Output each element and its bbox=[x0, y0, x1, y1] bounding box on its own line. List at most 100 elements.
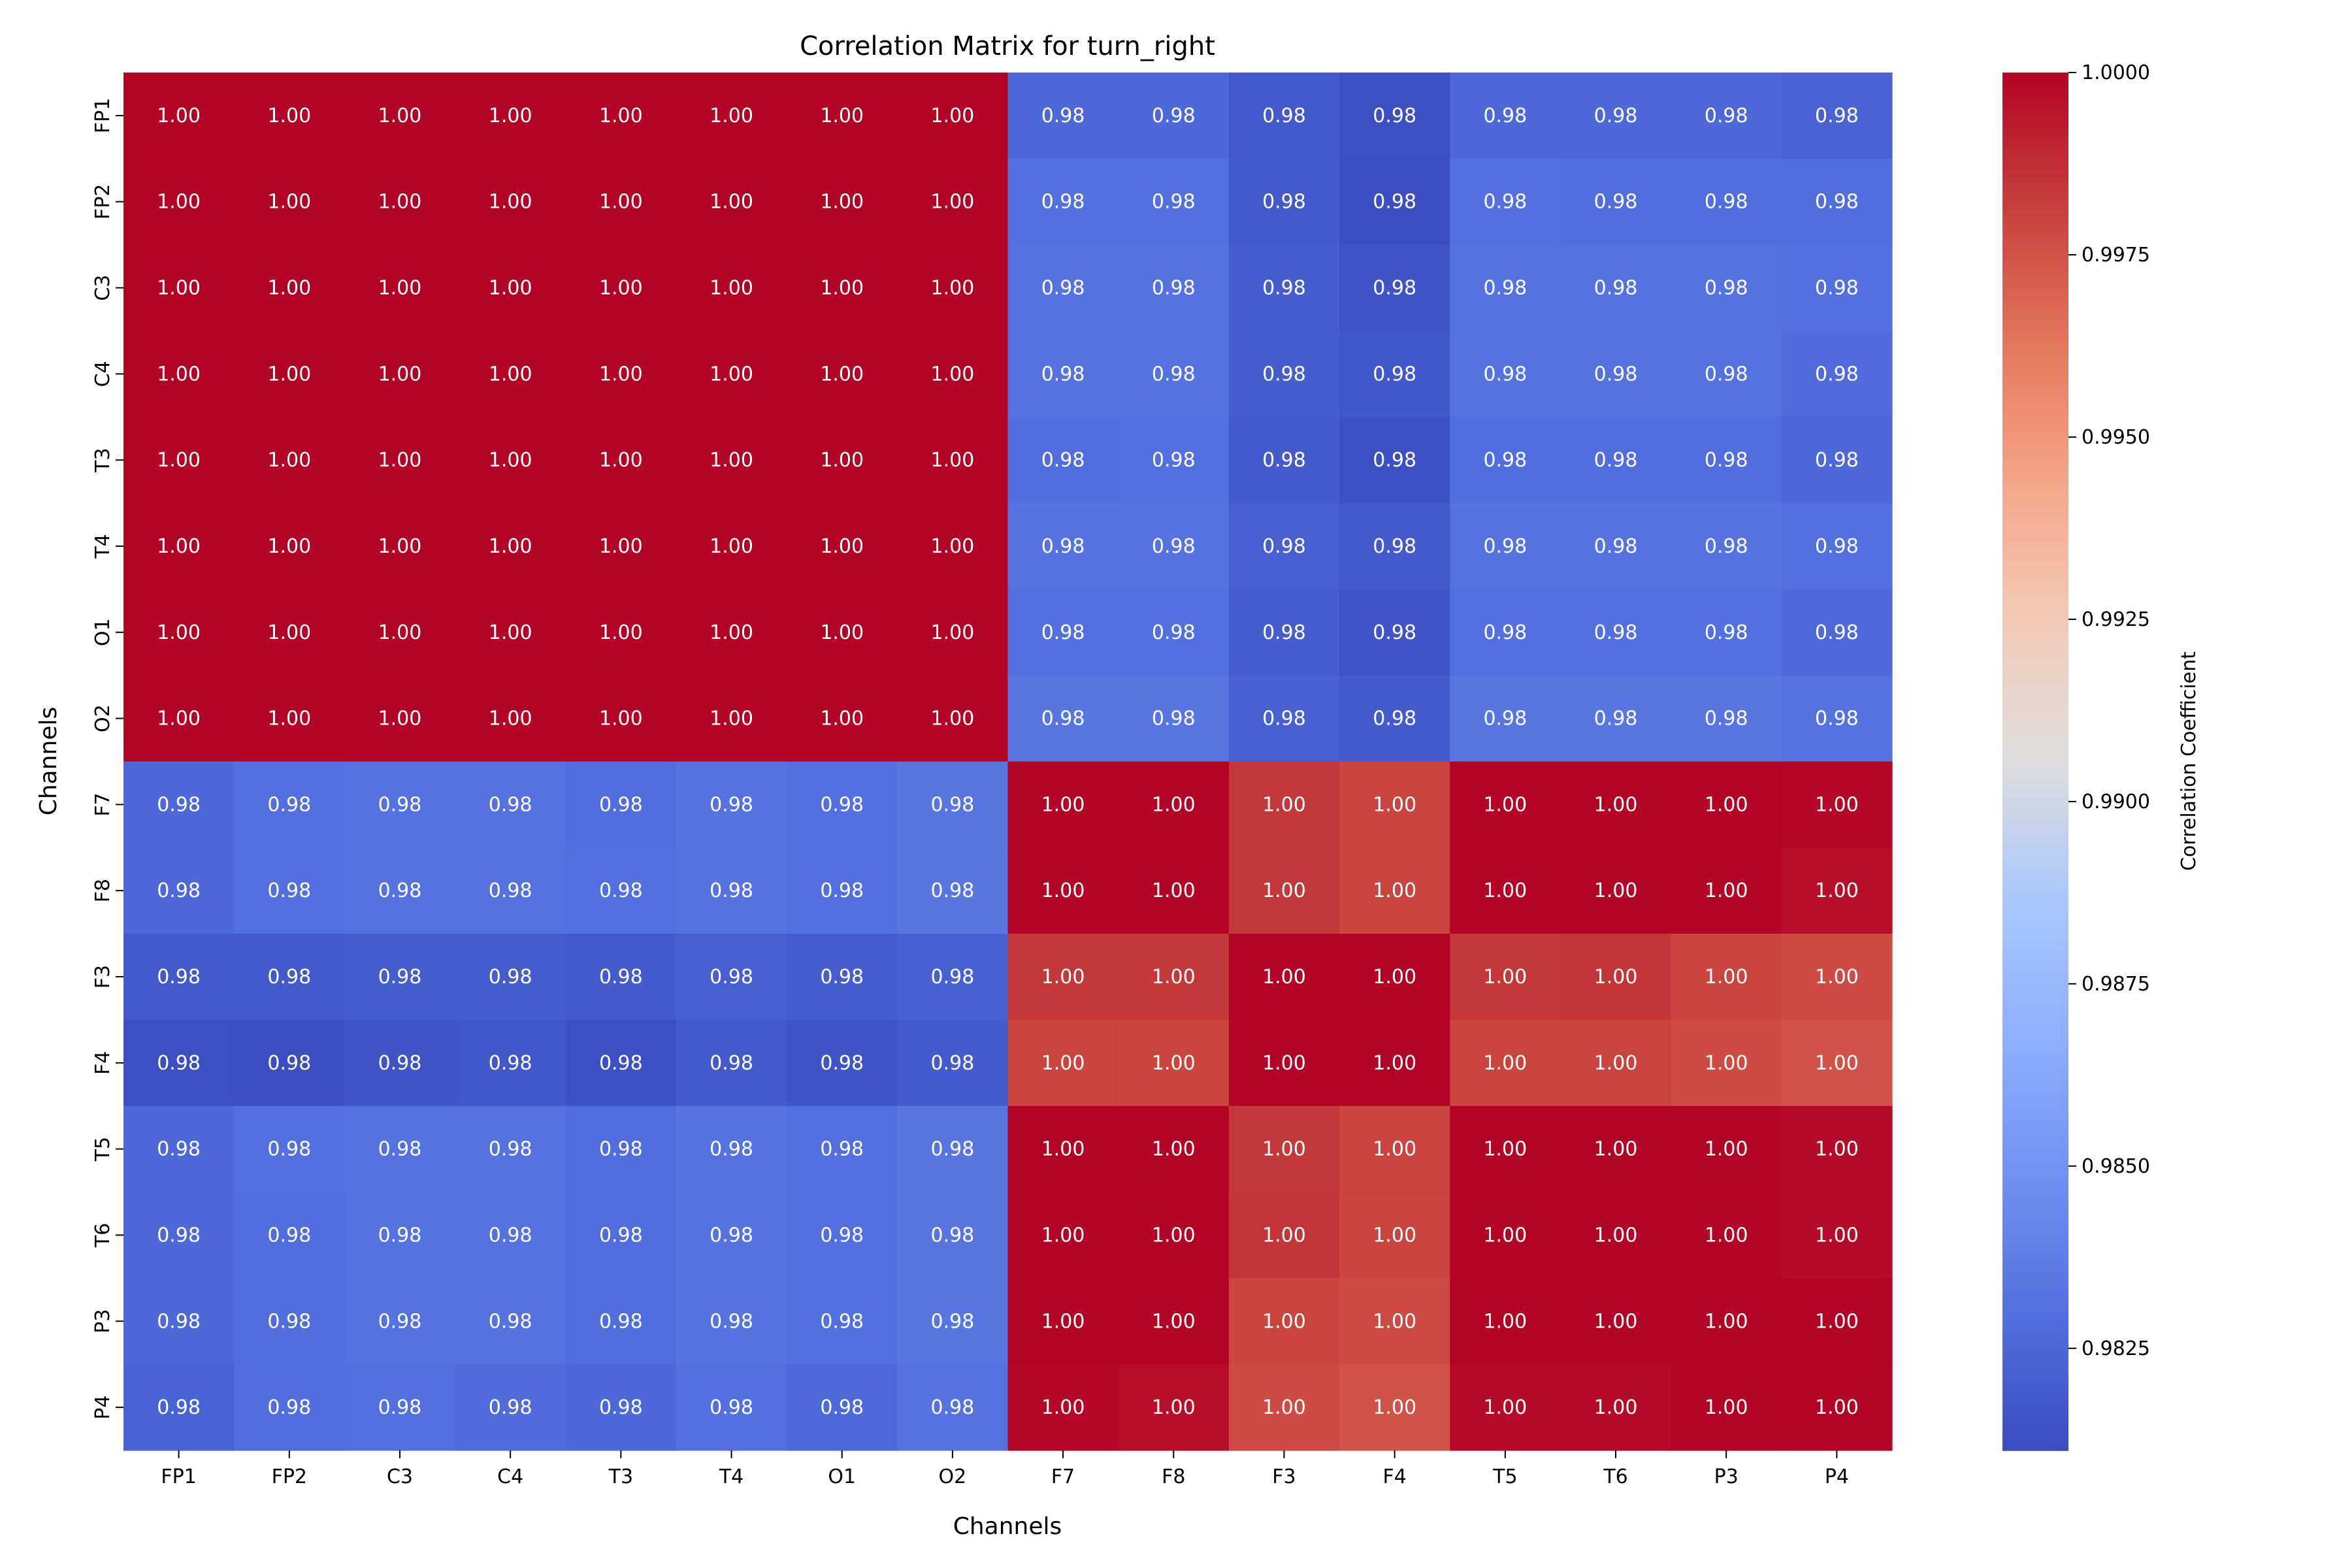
x-tick-label: P3 bbox=[1714, 1465, 1739, 1488]
cell-annotation: 1.00 bbox=[1152, 793, 1196, 816]
colorbar-segment bbox=[2002, 120, 2068, 129]
heatmap-cell bbox=[897, 1105, 1009, 1193]
heatmap-cell bbox=[123, 417, 235, 504]
heatmap-cell bbox=[455, 1019, 566, 1107]
colorbar-segment bbox=[2002, 623, 2068, 631]
colorbar-segment bbox=[2002, 106, 2068, 115]
heatmap-cell bbox=[787, 1278, 898, 1365]
cell-annotation: 0.98 bbox=[489, 793, 532, 816]
cell-annotation: 1.00 bbox=[267, 363, 311, 385]
heatmap-cell bbox=[897, 244, 1009, 332]
cell-annotation: 0.98 bbox=[1705, 277, 1748, 300]
cell-annotation: 0.98 bbox=[820, 879, 864, 902]
x-axis-label: Channels bbox=[953, 1513, 1062, 1540]
colorbar-segment bbox=[2002, 541, 2068, 549]
colorbar-segment bbox=[2002, 279, 2068, 287]
colorbar-segment bbox=[2002, 437, 2068, 446]
cell-annotation: 0.98 bbox=[931, 1138, 975, 1161]
heatmap-cell bbox=[897, 1278, 1009, 1365]
colorbar-tick-label: 1.0000 bbox=[2082, 61, 2150, 84]
cell-annotation: 0.98 bbox=[1483, 621, 1527, 644]
heatmap-cell bbox=[123, 158, 235, 246]
cell-annotation: 0.98 bbox=[1262, 105, 1306, 127]
cell-annotation: 1.00 bbox=[1705, 879, 1748, 902]
heatmap-cell bbox=[455, 675, 566, 762]
cell-annotation: 0.98 bbox=[489, 879, 532, 902]
heatmap-cell bbox=[123, 847, 235, 934]
heatmap-cell bbox=[234, 675, 345, 762]
heatmap-cell bbox=[1228, 244, 1340, 332]
heatmap-cell bbox=[1560, 417, 1672, 504]
cell-annotation: 0.98 bbox=[1373, 105, 1416, 127]
colorbar-segment bbox=[2002, 1360, 2068, 1369]
cell-annotation: 0.98 bbox=[378, 966, 422, 988]
cell-annotation: 1.00 bbox=[1152, 1310, 1196, 1333]
colorbar-segment bbox=[2002, 823, 2068, 831]
heatmap-cell bbox=[676, 761, 787, 848]
colorbar-segment bbox=[2002, 1347, 2068, 1355]
cell-annotation: 0.98 bbox=[1041, 277, 1085, 300]
cell-annotation: 0.98 bbox=[931, 1224, 975, 1247]
colorbar-segment bbox=[2002, 926, 2068, 934]
colorbar-segment bbox=[2002, 479, 2068, 487]
colorbar-segment bbox=[2002, 155, 2068, 163]
colorbar-segment bbox=[2002, 858, 2068, 866]
cell-annotation: 0.98 bbox=[599, 1396, 643, 1419]
heatmap-cell bbox=[1560, 847, 1672, 934]
cell-annotation: 0.98 bbox=[1483, 105, 1527, 127]
heatmap-cell bbox=[344, 1192, 456, 1279]
heatmap-cell bbox=[344, 934, 456, 1021]
x-tick-label: T5 bbox=[1492, 1465, 1517, 1488]
cell-annotation: 1.00 bbox=[1041, 966, 1085, 988]
colorbar-segment bbox=[2002, 610, 2068, 617]
colorbar-segment bbox=[2002, 782, 2068, 790]
cell-annotation: 1.00 bbox=[267, 105, 311, 127]
cell-annotation: 1.00 bbox=[1152, 1052, 1196, 1075]
colorbar-segment bbox=[2002, 1023, 2068, 1031]
cell-annotation: 0.98 bbox=[1705, 449, 1748, 472]
colorbar-segment bbox=[2002, 878, 2068, 887]
colorbar-segment bbox=[2002, 1085, 2068, 1093]
cell-annotation: 1.00 bbox=[1705, 1396, 1748, 1419]
colorbar-segment bbox=[2002, 327, 2068, 335]
cell-annotation: 0.98 bbox=[710, 966, 753, 988]
cell-annotation: 0.98 bbox=[931, 966, 975, 988]
cell-annotation: 0.98 bbox=[820, 1052, 864, 1075]
colorbar-segment bbox=[2002, 396, 2068, 404]
cell-annotation: 0.98 bbox=[1373, 191, 1416, 214]
cell-annotation: 1.00 bbox=[1594, 1138, 1638, 1161]
colorbar-segment bbox=[2002, 830, 2068, 838]
cell-annotation: 1.00 bbox=[1041, 879, 1085, 902]
cell-annotation: 1.00 bbox=[378, 449, 422, 472]
cell-annotation: 0.98 bbox=[157, 1138, 201, 1161]
heatmap-cell bbox=[1339, 244, 1450, 332]
heatmap-cell bbox=[1781, 761, 1893, 848]
colorbar-segment bbox=[2002, 996, 2068, 1004]
heatmap-cell bbox=[1228, 503, 1340, 590]
colorbar-segment bbox=[2002, 547, 2068, 555]
cell-annotation: 0.98 bbox=[599, 879, 643, 902]
y-tick-label: P3 bbox=[91, 1309, 114, 1333]
heatmap-cell bbox=[1339, 158, 1450, 246]
heatmap-cell bbox=[1339, 1192, 1450, 1279]
colorbar-segment bbox=[2002, 802, 2068, 811]
heatmap-cell bbox=[897, 589, 1009, 676]
cell-annotation: 0.98 bbox=[1815, 535, 1859, 558]
heatmap-cell bbox=[455, 244, 566, 332]
colorbar-segment bbox=[2002, 1333, 2068, 1341]
colorbar-segment bbox=[2002, 1002, 2068, 1010]
heatmap-cell bbox=[1228, 1364, 1340, 1451]
cell-annotation: 1.00 bbox=[599, 621, 643, 644]
heatmap-cell bbox=[1450, 1192, 1561, 1279]
colorbar-segment bbox=[2002, 86, 2068, 94]
colorbar-segment bbox=[2002, 954, 2068, 962]
colorbar-segment bbox=[2002, 252, 2068, 259]
colorbar-segment bbox=[2002, 1175, 2068, 1183]
heatmap-cell bbox=[1118, 1192, 1230, 1279]
cell-annotation: 1.00 bbox=[378, 363, 422, 385]
colorbar-segment bbox=[2002, 816, 2068, 825]
heatmap-cell bbox=[1450, 331, 1561, 417]
heatmap-cell bbox=[1228, 417, 1340, 504]
colorbar-segment bbox=[2002, 1119, 2068, 1128]
cell-annotation: 1.00 bbox=[820, 191, 864, 214]
